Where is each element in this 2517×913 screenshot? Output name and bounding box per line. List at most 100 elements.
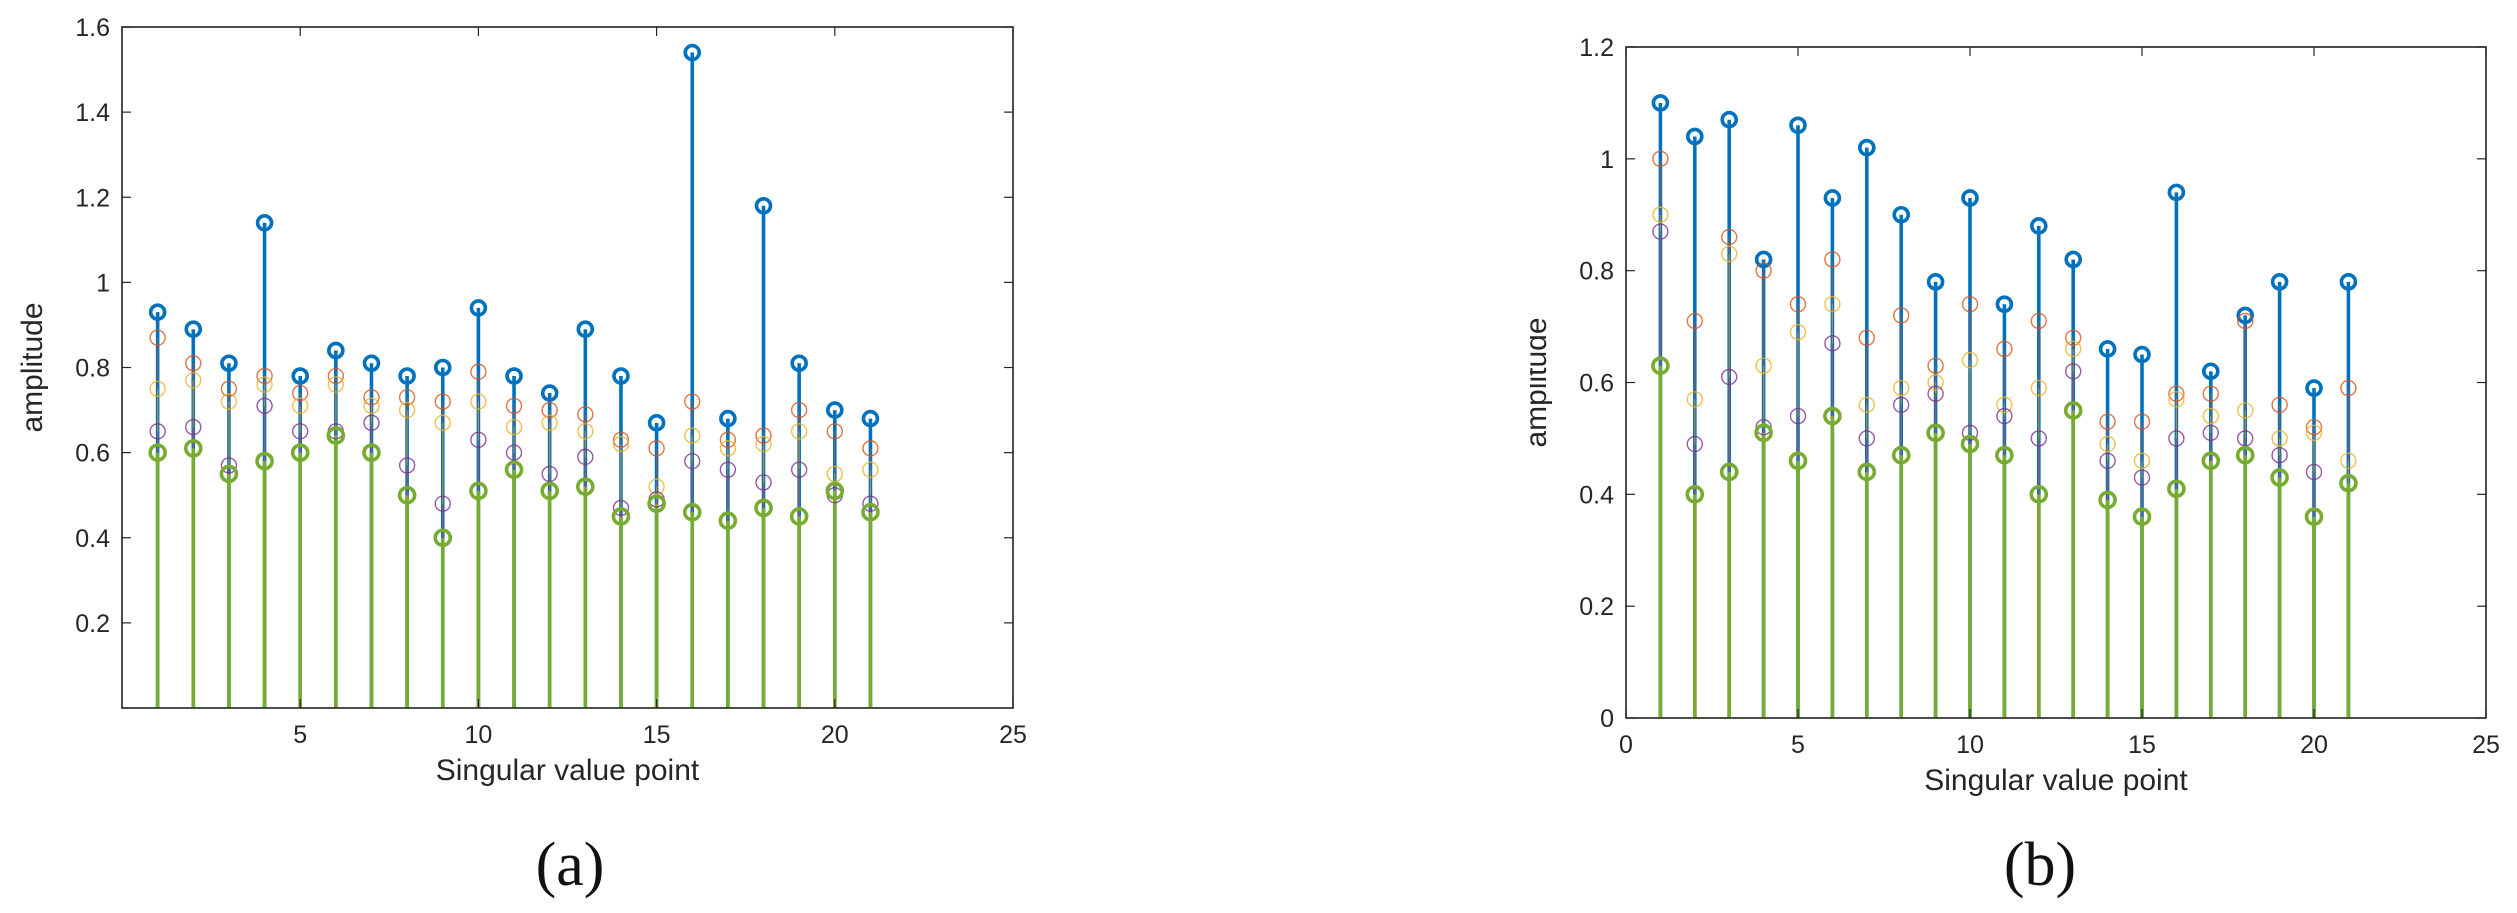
marker-b-s4-p21 [2339,473,2358,493]
marker-b-s3-p11 [1996,407,2013,425]
marker-b-s4-p9 [1926,423,1945,443]
marker-a-s0-p21 [861,409,880,428]
marker-a-s1-p4 [256,367,273,385]
marker-b-s2-p18 [2237,402,2254,419]
marker-a-s1-p10 [470,363,487,380]
marker-b-s1-p17 [2202,385,2219,402]
marker-b-s3-p1 [1652,223,1669,240]
marker-a-s4-p18 [754,498,773,518]
marker-a-s3-p12 [541,465,558,483]
marker-a-s3-p7 [363,414,380,432]
marker-a-s3-p5 [292,423,309,440]
marker-b-s3-p10 [1961,424,1979,442]
marker-a-s2-p13 [577,423,594,440]
marker-a-s0-p8 [398,367,416,385]
marker-b-s0-p6 [1823,189,1842,207]
marker-b-s1-p20 [2305,419,2323,436]
marker-a-s1-p9 [434,393,451,410]
marker-a-s1-p14 [612,431,630,449]
marker-b-s4-p8 [1891,445,1911,465]
marker-a-s1-p6 [327,367,345,385]
y-tick-label-b-1: 1 [1600,146,1614,174]
marker-b-s1-p21 [2340,379,2357,397]
y-tick-label-a-0.4: 0.4 [75,525,110,553]
marker-b-s1-p13 [2065,329,2082,346]
marker-b-s3-p9 [1927,385,1944,402]
marker-a-s3-p3 [220,457,238,474]
y-tick-label-a-0.8: 0.8 [75,355,110,383]
marker-b-s0-p9 [1926,273,1945,291]
marker-a-s3-p10 [470,431,487,449]
marker-b-s4-p3 [1719,462,1739,482]
marker-a-s4-p2 [183,439,203,458]
x-tick-label-b-0: 0 [1619,731,1633,759]
marker-a-s3-p9 [434,495,451,512]
marker-a-s1-p7 [363,389,380,406]
marker-b-s1-p8 [1893,307,1910,324]
marker-b-s3-p17 [2202,424,2219,442]
marker-a-s1-p20 [826,423,843,440]
marker-a-s3-p13 [577,448,594,466]
marker-a-s0-p11 [505,367,523,385]
marker-b-s4-p16 [2167,479,2186,499]
marker-b-s0-p13 [2064,250,2083,269]
marker-b-s2-p5 [1789,323,1807,341]
marker-b-s0-p12 [2029,217,2048,235]
marker-a-s4-p9 [433,528,453,548]
marker-a-s1-p1 [149,329,166,346]
x-tick-label-b-10: 10 [1956,731,1984,759]
marker-b-s4-p1 [1651,356,1670,376]
marker-b-s1-p19 [2271,396,2288,414]
marker-b-s3-p3 [1720,368,1738,386]
marker-a-s0-p14 [612,367,630,385]
marker-b-s3-p4 [1755,419,1772,436]
marker-a-s2-p6 [327,376,345,393]
marker-a-s3-p17 [719,461,737,478]
marker-a-s2-p19 [790,423,808,440]
y-tick-label-b-0.4: 0.4 [1579,481,1614,509]
marker-a-s4-p10 [469,481,488,501]
marker-a-s1-p8 [398,389,416,406]
marker-a-s1-p3 [220,380,238,397]
marker-b-s0-p14 [2098,340,2117,358]
marker-b-s2-p10 [1961,351,1979,369]
plot-area-b [1625,46,2487,719]
y-tick-label-a-1.6: 1.6 [75,14,110,42]
marker-b-s2-p2 [1686,391,1704,408]
marker-a-s2-p1 [149,380,166,397]
y-tick-label-a-1: 1 [96,269,110,297]
marker-a-s0-p7 [362,354,381,373]
x-tick-label-a-20: 20 [821,721,849,749]
marker-b-s1-p7 [1858,329,1875,346]
marker-a-s2-p21 [862,461,879,478]
caption-a: (a) [535,831,605,899]
marker-b-s2-p3 [1720,245,1738,263]
marker-a-s4-p1 [148,443,167,462]
marker-b-s1-p5 [1789,296,1807,313]
marker-a-s4-p11 [504,460,524,479]
marker-a-s0-p3 [220,354,238,373]
marker-a-s0-p13 [576,320,595,338]
marker-a-s1-p2 [185,355,202,372]
marker-b-s2-p4 [1755,357,1772,374]
marker-b-s0-p16 [2167,183,2186,202]
marker-b-s2-p6 [1824,296,1841,313]
marker-a-s4-p8 [397,485,417,505]
chart-b-svg: 0 5 10 15 20 25 0 0.2 0.4 0.6 0.8 1 1.2 Singular valu… [1530,34,2500,797]
marker-b-s2-p9 [1927,374,1944,391]
marker-b-s1-p15 [2133,413,2151,430]
marker-b-s1-p3 [1720,228,1738,246]
marker-a-s1-p12 [541,401,558,419]
marker-a-s0-p18 [754,196,773,215]
marker-a-s2-p12 [541,414,558,432]
marker-b-s0-p2 [1686,127,1704,146]
marker-b-s2-p21 [2340,452,2357,469]
x-axis-label-b: Singular value point [1924,764,2188,797]
marker-b-s0-p19 [2270,273,2289,291]
x-tick-label-a-15: 15 [643,721,671,749]
marker-b-s3-p5 [1789,407,1807,425]
marker-b-s1-p4 [1755,262,1772,279]
marker-b-s2-p19 [2271,430,2288,447]
marker-a-s4-p6 [326,426,346,445]
y-tick-label-b-0.2: 0.2 [1579,593,1614,621]
